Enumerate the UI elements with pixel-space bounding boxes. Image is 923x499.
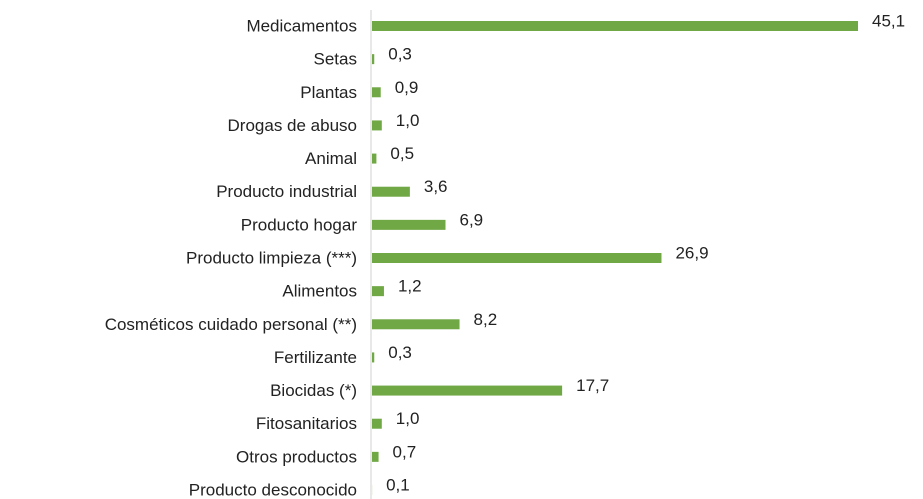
- value-label: 3,6: [424, 177, 448, 196]
- value-label: 6,9: [460, 210, 484, 229]
- category-label: Producto industrial: [216, 182, 357, 201]
- bar: [372, 54, 375, 65]
- bar: [372, 286, 384, 297]
- category-label: Cosméticos cuidado personal (**): [105, 315, 357, 334]
- category-label: Setas: [314, 50, 357, 69]
- category-label: Fitosanitarios: [256, 414, 357, 433]
- category-label: Alimentos: [282, 282, 357, 301]
- value-label: 17,7: [576, 376, 609, 395]
- value-label: 8,2: [474, 310, 498, 329]
- category-label: Animal: [305, 149, 357, 168]
- bar: [372, 451, 379, 462]
- value-label: 0,3: [388, 45, 412, 64]
- bar: [372, 385, 563, 396]
- category-label: Fertilizante: [274, 348, 357, 367]
- bar: [372, 219, 446, 230]
- bar: [372, 253, 662, 263]
- value-label: 1,2: [398, 277, 422, 296]
- category-label: Medicamentos: [246, 16, 357, 35]
- value-label: 1,0: [396, 409, 420, 428]
- bar: [372, 352, 375, 363]
- category-label: Biocidas (*): [270, 381, 357, 400]
- bar: [372, 87, 381, 98]
- value-label: 0,5: [390, 144, 414, 163]
- category-label: Producto limpieza (***): [186, 248, 357, 267]
- value-label: 0,1: [386, 475, 410, 494]
- value-label: 26,9: [675, 243, 708, 262]
- value-label: 0,9: [395, 78, 419, 97]
- bar: [372, 186, 410, 197]
- category-label: Producto hogar: [241, 215, 358, 234]
- bar: [372, 21, 858, 31]
- bar: [372, 319, 460, 330]
- category-label: Otros productos: [236, 447, 357, 466]
- bar: [372, 153, 377, 164]
- value-label: 45,1: [872, 11, 905, 30]
- bar: [372, 120, 382, 131]
- value-label: 0,3: [388, 343, 412, 362]
- category-label: Producto desconocido: [189, 480, 357, 499]
- value-label: 0,7: [393, 442, 417, 461]
- value-label: 1,0: [396, 111, 420, 130]
- category-label: Drogas de abuso: [228, 116, 357, 135]
- category-label: Plantas: [300, 83, 357, 102]
- bar: [372, 418, 382, 429]
